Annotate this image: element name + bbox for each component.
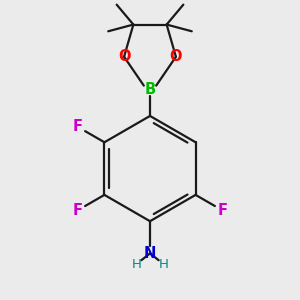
Text: H: H — [131, 258, 141, 271]
Text: B: B — [144, 82, 156, 98]
Text: O: O — [118, 49, 130, 64]
Text: O: O — [170, 49, 182, 64]
Text: F: F — [218, 203, 227, 218]
Text: F: F — [73, 203, 82, 218]
Text: F: F — [73, 119, 82, 134]
Text: N: N — [144, 246, 156, 261]
Text: H: H — [159, 258, 169, 271]
